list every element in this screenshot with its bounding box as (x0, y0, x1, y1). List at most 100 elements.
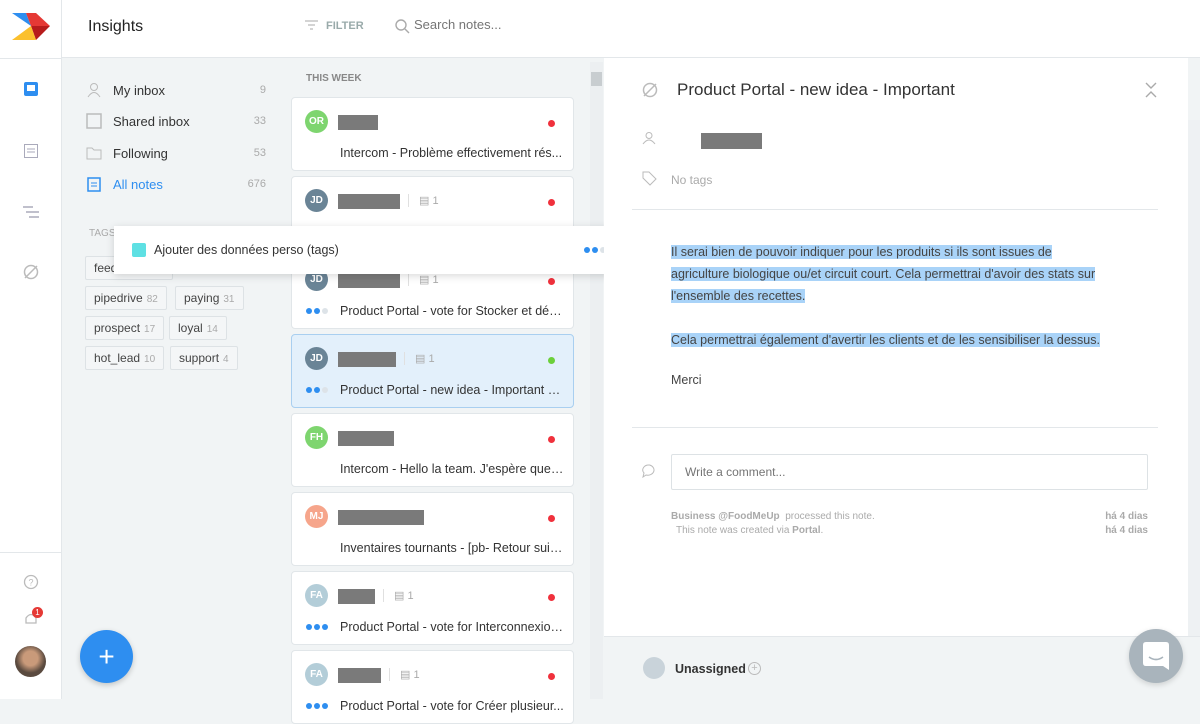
color-swatch (132, 243, 146, 257)
logo-icon (12, 13, 50, 40)
author-name-redacted (338, 352, 396, 367)
tag-pipedrive[interactable]: pipedrive 82 (85, 286, 167, 310)
nav-label: My inbox (113, 82, 166, 98)
chat-launcher-button[interactable] (1129, 629, 1183, 683)
section-heading: THIS WEEK (306, 73, 362, 84)
tag-count: 31 (223, 294, 235, 305)
tag-name: pipedrive (94, 291, 143, 305)
note-card[interactable]: FA ▤ 1 Product Portal - vote for Interconn… (291, 571, 574, 645)
comment-input[interactable] (671, 454, 1148, 490)
add-note-button[interactable]: + (80, 630, 133, 683)
insights-nav-icon[interactable] (23, 264, 39, 280)
progress-dots (306, 387, 328, 393)
user-avatar[interactable] (15, 646, 46, 677)
drag-popup[interactable]: Ajouter des données perso (tags) (114, 226, 638, 274)
tag-loyal[interactable]: loyal 14 (169, 316, 227, 340)
tag-name: loyal (178, 321, 203, 335)
progress-dot (314, 308, 320, 314)
comment-count-value: 1 (407, 590, 414, 602)
note-title: Product Portal - new idea - Important (677, 80, 955, 99)
body-paragraph: Cela permettrai également d'avertir les … (671, 329, 1111, 351)
author-name-redacted (338, 115, 378, 130)
note-summary: Product Portal - new idea - Important - … (340, 383, 564, 397)
author-name-redacted (338, 273, 400, 288)
progress-dots (306, 703, 328, 709)
filter-button[interactable]: FILTER (305, 19, 364, 32)
tag-support[interactable]: support 4 (170, 346, 238, 370)
tags-field[interactable]: No tags (671, 173, 713, 187)
activity-time: há 4 dias (1105, 525, 1148, 536)
nav-count: 676 (247, 178, 266, 190)
tags-heading: TAGS (89, 228, 116, 239)
avatar: MJ (305, 505, 328, 528)
status-dot (548, 278, 555, 285)
nav-following[interactable]: Following 53 (86, 141, 266, 165)
tag-prospect[interactable]: prospect 17 (85, 316, 165, 340)
top-bar: Insights FILTER (62, 0, 1200, 58)
avatar: OR (305, 110, 328, 133)
bell-icon[interactable] (23, 611, 39, 627)
note-card[interactable]: MJ Inventaires tournants - [pb- Retour su… (291, 492, 574, 566)
comment-icon (642, 464, 655, 478)
note-card[interactable]: FH Intercom - Hello la team. J'espère que… (291, 413, 574, 487)
insights-icon (642, 82, 658, 98)
folder-follow-icon (86, 147, 102, 160)
notes-nav-icon[interactable] (23, 143, 39, 159)
progress-dot (306, 308, 312, 314)
tag-name: paying (184, 291, 220, 305)
tag-count: 14 (206, 324, 218, 335)
detail-scrollbar[interactable] (1188, 120, 1200, 636)
progress-dot (322, 703, 328, 709)
note-summary: Inventaires tournants - [pb- Retour suit… (340, 541, 564, 555)
progress-dots (584, 247, 606, 253)
avatar: FA (305, 584, 328, 607)
notification-badge: 1 (32, 607, 43, 618)
clipboard-icon (87, 177, 101, 192)
tag-paying[interactable]: paying 31 (175, 286, 244, 310)
collapse-icon[interactable] (1144, 82, 1158, 98)
list-scrollbar[interactable] (590, 62, 603, 699)
tag-icon (642, 171, 657, 186)
search-input[interactable] (414, 17, 614, 32)
note-summary: Intercom - Problème effectivement rés... (340, 146, 563, 160)
note-summary: Product Portal - vote for Stocker et dés… (340, 304, 564, 318)
author-name-redacted (338, 194, 400, 209)
progress-dot (306, 624, 312, 630)
author-avatar: JD (676, 134, 689, 145)
status-dot (548, 120, 555, 127)
note-summary: Product Portal - vote for Créer plusieur… (340, 699, 564, 713)
author-name-redacted (701, 133, 762, 149)
assignee-label[interactable]: Unassigned (675, 662, 746, 676)
tag-hot-lead[interactable]: hot_lead 10 (85, 346, 165, 370)
inbox-nav-icon[interactable] (23, 81, 39, 97)
comment-count: ▤ 1 (408, 273, 439, 286)
page-title: Insights (88, 18, 144, 35)
avatar: FA (305, 663, 328, 686)
activity-source: Portal (792, 525, 821, 536)
comment-count-value: 1 (413, 669, 420, 681)
nav-label: Following (113, 145, 168, 161)
note-card[interactable]: JD ▤ 1 Product Portal - new idea - Importa… (291, 334, 574, 408)
avatar: FH (305, 426, 328, 449)
inbox-icon (86, 113, 102, 129)
progress-dot (314, 624, 320, 630)
progress-dot (322, 308, 328, 314)
nav-my-inbox[interactable]: My inbox 9 (86, 78, 266, 102)
add-assignee-icon[interactable]: + (748, 662, 761, 675)
note-card[interactable]: FA ▤ 1 Product Portal - vote for Créer plu… (291, 650, 574, 724)
filter-label: FILTER (326, 19, 364, 32)
person-icon (642, 132, 656, 145)
body-text: Cela permettrai également d'avertir les … (671, 333, 1100, 347)
avatar: JD (305, 347, 328, 370)
nav-shared-inbox[interactable]: Shared inbox 33 (86, 109, 266, 133)
chat-icon (1143, 642, 1169, 670)
search-icon (395, 19, 410, 34)
help-icon[interactable]: ? (23, 574, 39, 590)
activity-time: há 4 dias (1105, 511, 1148, 522)
nav-label: Shared inbox (113, 113, 190, 129)
note-card[interactable]: OR Intercom - Problème effectivement rés.… (291, 97, 574, 171)
nav-all-notes[interactable]: All notes 676 (86, 172, 266, 196)
activity-item: This note was created via Portal. há 4 di… (676, 525, 1148, 536)
status-dot (548, 357, 555, 364)
roadmap-nav-icon[interactable] (23, 205, 39, 219)
